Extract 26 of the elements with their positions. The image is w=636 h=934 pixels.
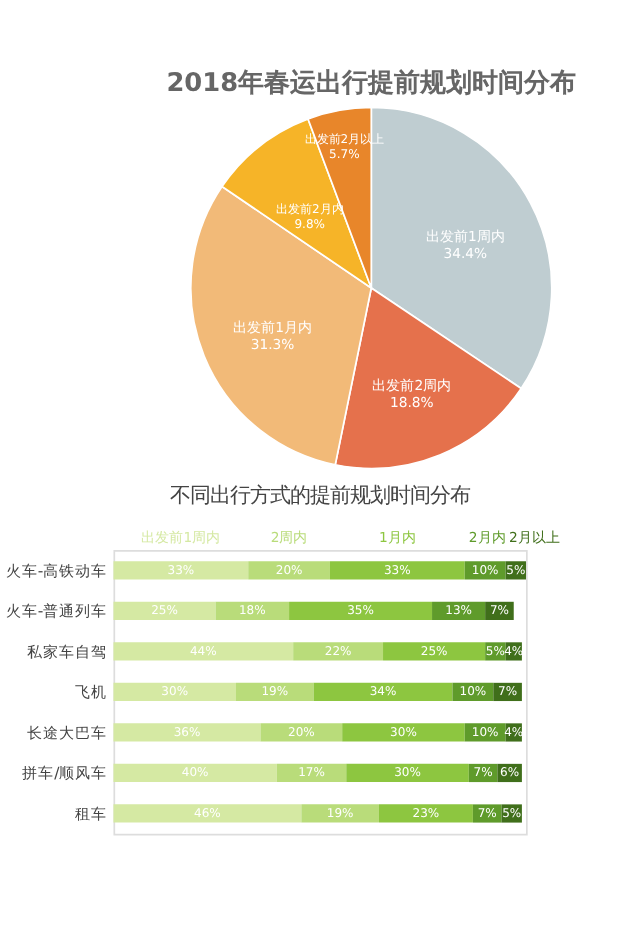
bar xyxy=(346,763,469,783)
y-tick-label: 飞机 xyxy=(75,683,108,702)
bar xyxy=(113,682,236,702)
y-tick-label: 长途大巴车 xyxy=(27,723,108,742)
bar xyxy=(342,723,465,742)
chart-title: 2018年春运出行提前规划时间分布 xyxy=(166,67,577,100)
bar xyxy=(329,561,465,580)
y-tick-label: 租车 xyxy=(75,804,108,823)
bar xyxy=(113,561,249,580)
bar xyxy=(293,642,384,661)
bar xyxy=(113,642,294,661)
bar xyxy=(260,723,343,742)
y-tick-label: 私家车自驾 xyxy=(27,642,108,661)
y-tick-label: 火车-普通列车 xyxy=(5,602,108,621)
chart-title: 不同出行方式的提前规划时间分布 xyxy=(169,483,470,508)
bar xyxy=(113,763,277,783)
bar xyxy=(378,804,473,823)
bar xyxy=(289,601,433,621)
bar xyxy=(383,642,486,661)
bar xyxy=(113,723,261,742)
y-tick-label: 火车-高铁动车 xyxy=(5,561,108,580)
bar xyxy=(301,804,379,823)
bar xyxy=(113,804,302,823)
bar xyxy=(113,601,216,621)
bar xyxy=(313,682,453,702)
y-tick-label: 拼车/顺风车 xyxy=(22,764,108,783)
